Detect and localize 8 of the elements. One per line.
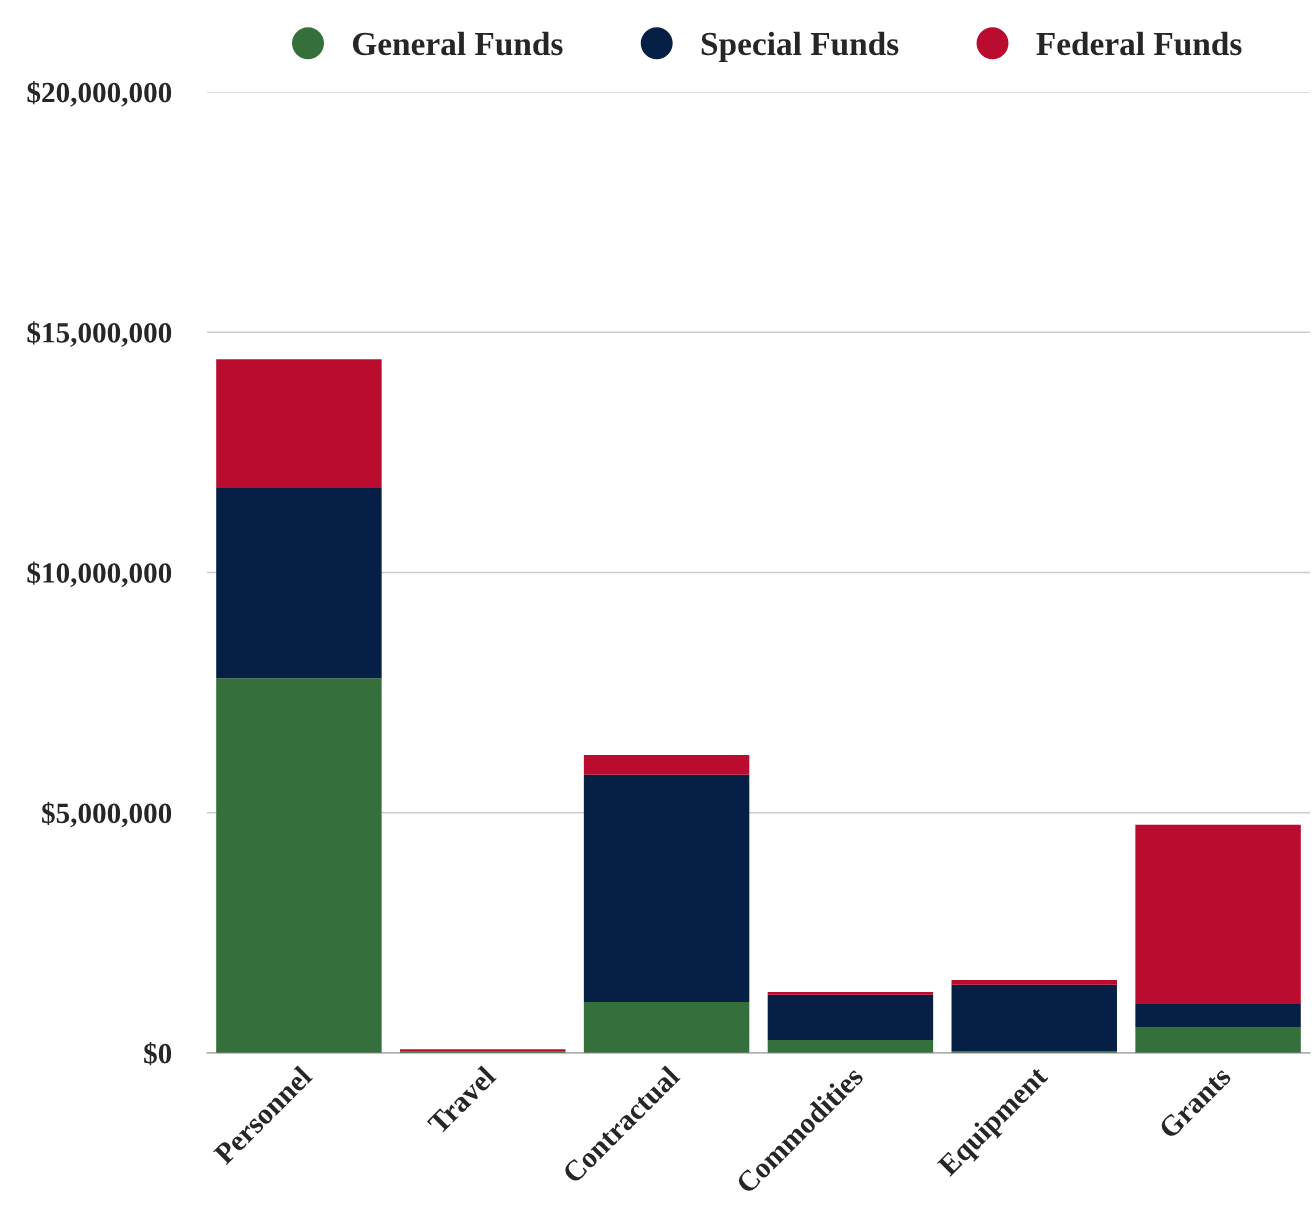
y-tick-label: $5,000,000 [42, 801, 172, 828]
legend-label: Federal Funds [1036, 31, 1242, 56]
y-tick-label: $20,000,000 [27, 81, 172, 107]
legend-label: Special Funds [701, 31, 899, 62]
y-tick-label: $15,000,000 [27, 321, 172, 347]
legend-label: General Funds [352, 31, 563, 56]
y-tick-label: $10,000,000 [27, 561, 172, 588]
y-tick-label: $0 [144, 1042, 172, 1066]
